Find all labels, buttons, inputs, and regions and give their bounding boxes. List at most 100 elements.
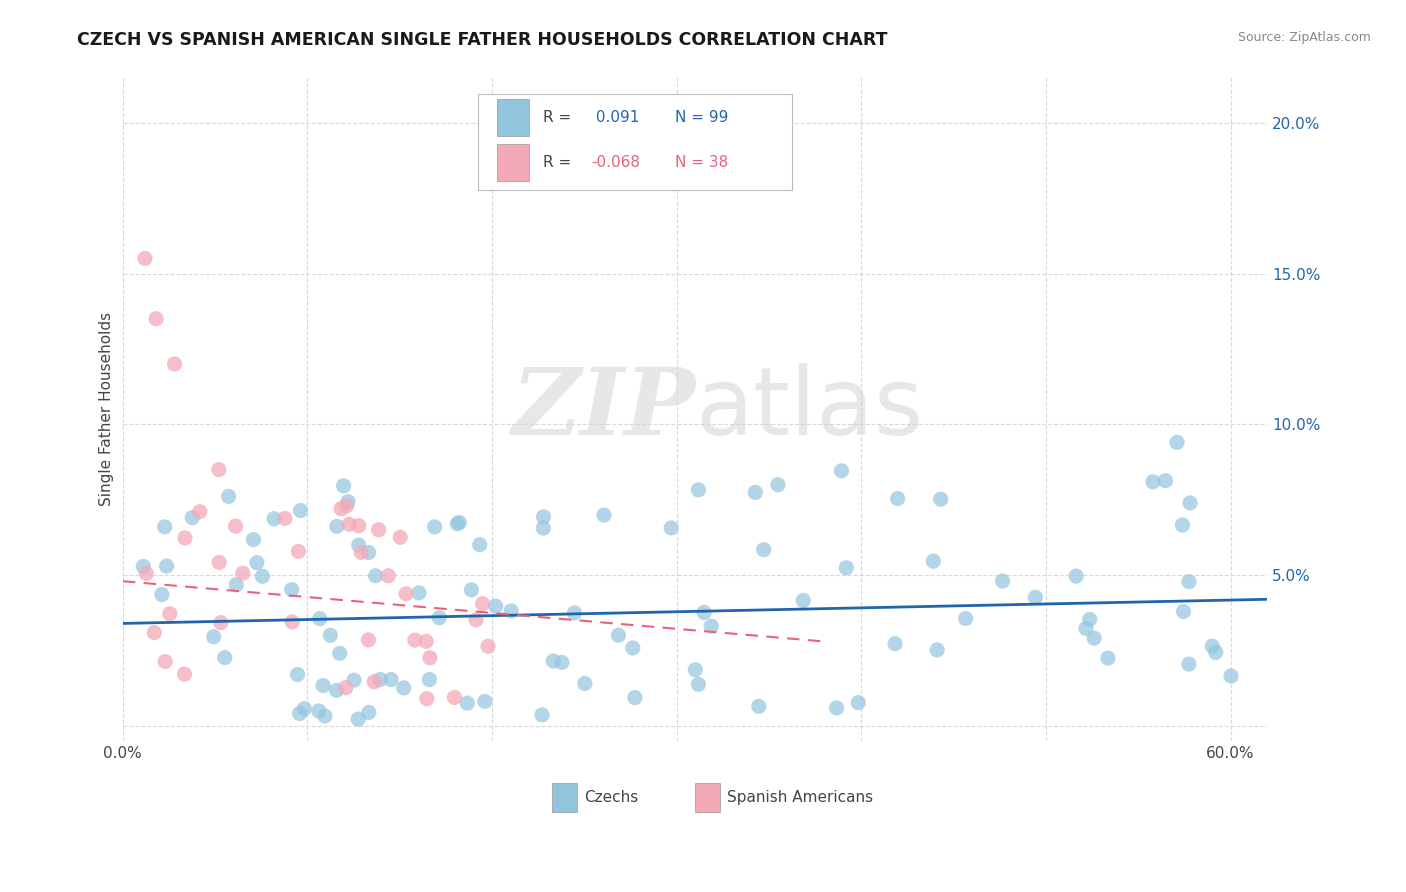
Point (208, 462, 231, 476)
Point (174, 531, 197, 545)
Point (624, 690, 647, 705)
Point (330, 501, 353, 516)
Point (225, 519, 247, 533)
Point (468, 538, 491, 552)
Point (1154, 474, 1177, 488)
Point (846, 696, 869, 710)
Point (132, 559, 155, 574)
Point (336, 499, 359, 513)
Point (332, 479, 354, 493)
Point (163, 357, 186, 371)
Point (208, 555, 231, 569)
Point (460, 582, 482, 597)
Point (929, 492, 952, 507)
Point (471, 597, 494, 611)
Point (1024, 591, 1046, 605)
Point (551, 656, 574, 670)
Point (484, 599, 506, 613)
Point (408, 586, 430, 600)
Text: -0.068: -0.068 (591, 155, 640, 169)
Text: N = 38: N = 38 (675, 155, 728, 169)
Point (830, 464, 852, 478)
Point (347, 538, 370, 552)
Point (456, 696, 478, 710)
Point (659, 521, 682, 535)
Point (607, 628, 630, 642)
Point (1220, 669, 1243, 683)
Text: atlas: atlas (695, 363, 924, 455)
Text: ZIP: ZIP (510, 364, 695, 454)
Point (1097, 651, 1119, 665)
Point (367, 523, 389, 537)
Point (700, 619, 723, 633)
Point (347, 518, 370, 533)
Point (274, 511, 297, 525)
Point (404, 633, 426, 648)
Point (593, 508, 616, 522)
Point (688, 483, 710, 497)
Point (214, 650, 236, 665)
Point (377, 568, 399, 582)
Point (465, 613, 488, 627)
Point (314, 709, 336, 723)
Point (922, 554, 945, 568)
Point (621, 640, 644, 655)
Point (325, 683, 347, 698)
Point (1078, 612, 1101, 626)
Y-axis label: Single Father Households: Single Father Households (100, 312, 114, 507)
Point (263, 511, 285, 525)
Point (766, 477, 789, 491)
Point (395, 587, 418, 601)
Point (218, 490, 240, 504)
Point (312, 679, 335, 693)
Point (252, 569, 274, 583)
Point (792, 593, 814, 607)
Point (357, 632, 380, 647)
Point (533, 509, 555, 524)
Point (350, 545, 373, 559)
Point (474, 694, 496, 708)
Point (329, 646, 352, 660)
Point (287, 667, 309, 681)
Point (835, 561, 858, 575)
Point (574, 676, 596, 690)
Point (419, 650, 441, 665)
FancyBboxPatch shape (695, 783, 720, 812)
Point (364, 568, 387, 582)
Point (415, 634, 437, 648)
Point (337, 517, 360, 532)
Point (173, 667, 195, 681)
Point (991, 574, 1014, 588)
Point (1201, 639, 1223, 653)
Point (1171, 518, 1194, 533)
Point (368, 673, 391, 687)
Text: N = 99: N = 99 (675, 110, 728, 125)
Point (499, 604, 522, 618)
Point (531, 707, 554, 722)
Point (380, 673, 402, 687)
Point (357, 545, 380, 559)
Point (477, 640, 499, 654)
Point (326, 519, 349, 533)
Point (242, 533, 264, 547)
Point (443, 690, 465, 705)
Point (232, 566, 254, 581)
Point (693, 606, 716, 620)
Point (752, 542, 775, 557)
Point (927, 643, 949, 657)
Point (347, 712, 370, 726)
Point (748, 699, 770, 714)
Point (181, 510, 204, 524)
Point (446, 516, 468, 531)
Point (153, 655, 176, 669)
Point (1178, 574, 1201, 589)
Point (308, 704, 330, 718)
Point (188, 505, 211, 519)
Point (416, 691, 439, 706)
Point (225, 578, 247, 592)
Text: Spanish Americans: Spanish Americans (727, 790, 873, 805)
Point (1083, 631, 1105, 645)
Point (290, 503, 312, 517)
Text: Czechs: Czechs (583, 790, 638, 805)
Point (1074, 622, 1097, 636)
